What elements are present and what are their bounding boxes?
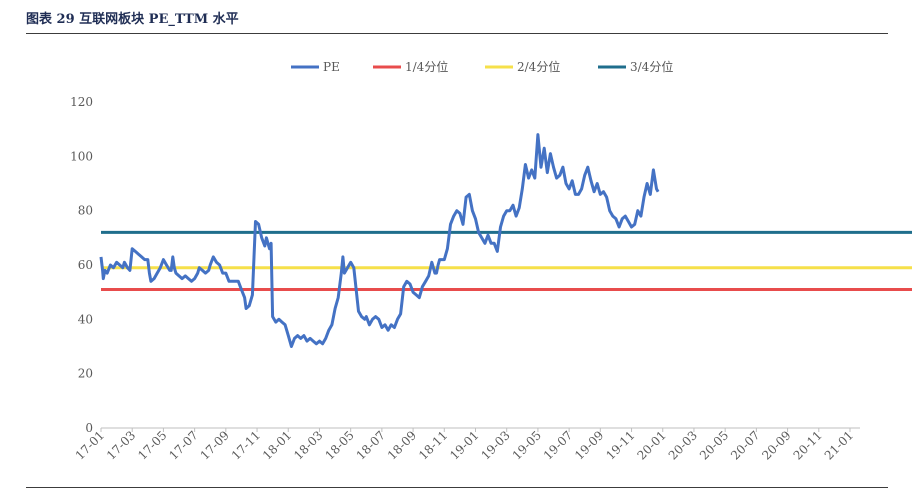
x-tick-label: 19-09 xyxy=(572,428,606,462)
chart-legend: PE 1/4分位 2/4分位 3/4分位 xyxy=(291,59,673,74)
figure-title: 图表 29 互联网板块 PE_TTM 水平 xyxy=(26,12,239,27)
x-tick-label: 19-11 xyxy=(603,428,637,462)
legend-label: 3/4分位 xyxy=(630,59,673,74)
y-axis: 0 20 40 60 80 100 120 xyxy=(70,95,93,435)
x-tick-label: 20-03 xyxy=(666,428,700,462)
x-tick-label: 18-01 xyxy=(260,428,294,462)
legend-label: 2/4分位 xyxy=(517,59,560,74)
y-tick-label: 120 xyxy=(70,95,93,109)
x-tick-label: 17-11 xyxy=(229,428,263,462)
x-tick-label: 20-01 xyxy=(635,428,669,462)
x-tick-label: 20-07 xyxy=(728,428,762,462)
x-tick-label: 17-05 xyxy=(135,428,169,462)
top-rule xyxy=(26,33,888,34)
x-tick-label: 18-07 xyxy=(354,428,388,462)
x-tick-label: 19-07 xyxy=(541,428,575,462)
legend-label: 1/4分位 xyxy=(405,59,448,74)
x-tick-label: 18-11 xyxy=(416,428,450,462)
y-tick-label: 40 xyxy=(78,312,93,326)
x-tick-label: 18-09 xyxy=(385,428,419,462)
x-axis: 17-0117-0317-0517-0717-0917-1118-0118-03… xyxy=(73,427,860,463)
x-tick-label: 20-11 xyxy=(791,428,825,462)
x-tick-label: 19-03 xyxy=(478,428,512,462)
series-line-PE xyxy=(99,133,660,348)
bottom-rule xyxy=(26,487,888,488)
x-tick-label: 20-09 xyxy=(759,428,793,462)
y-tick-label: 60 xyxy=(78,258,93,272)
x-tick-label: 19-01 xyxy=(447,428,481,462)
y-tick-label: 80 xyxy=(78,204,93,218)
legend-label: PE xyxy=(323,60,340,74)
x-tick-label: 18-03 xyxy=(291,428,325,462)
x-tick-label: 17-03 xyxy=(104,428,138,462)
x-tick-label: 19-05 xyxy=(510,428,544,462)
x-tick-label: 17-09 xyxy=(198,428,232,462)
x-tick-label: 20-05 xyxy=(697,428,731,462)
y-tick-label: 0 xyxy=(85,421,93,435)
y-tick-label: 100 xyxy=(70,149,93,163)
x-tick-label: 17-07 xyxy=(166,428,200,462)
x-tick-label: 21-01 xyxy=(822,428,856,462)
x-tick-label: 18-05 xyxy=(322,428,356,462)
y-tick-label: 20 xyxy=(78,367,93,381)
series-group xyxy=(99,133,912,348)
